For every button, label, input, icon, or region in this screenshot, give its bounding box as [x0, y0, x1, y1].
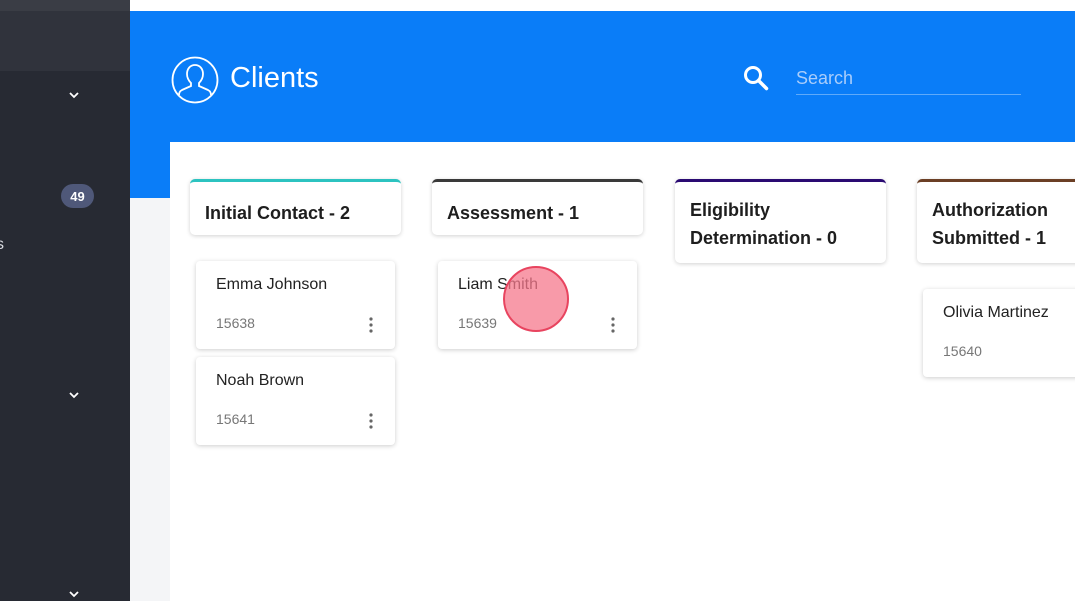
client-card[interactable]: Noah Brown 15641	[196, 357, 395, 445]
chevron-down-icon[interactable]	[68, 389, 80, 401]
client-name: Liam Smith	[458, 276, 539, 293]
sidebar-item-label[interactable]: s	[0, 236, 4, 253]
chevron-down-icon[interactable]	[68, 588, 80, 600]
column-header: Eligibility Determination - 0	[675, 179, 886, 263]
column-header: Initial Contact - 2	[190, 179, 401, 235]
client-card[interactable]: Liam Smith 15639	[438, 261, 637, 349]
client-name: Noah Brown	[216, 372, 305, 389]
count-badge: 49	[61, 184, 94, 208]
client-id: 15640	[943, 343, 982, 359]
user-circle-icon	[171, 56, 219, 104]
more-options-icon[interactable]	[611, 317, 615, 333]
client-name: Emma Johnson	[216, 276, 328, 293]
client-id: 15639	[458, 315, 497, 331]
client-id: 15638	[216, 315, 255, 331]
sidebar-brand-area	[0, 11, 130, 71]
sidebar-top-bar	[0, 0, 130, 11]
chevron-down-icon[interactable]	[68, 89, 80, 101]
more-options-icon[interactable]	[369, 413, 373, 429]
client-name: Olivia Martinez	[943, 304, 1049, 321]
more-options-icon[interactable]	[369, 317, 373, 333]
page-title: Clients	[230, 62, 319, 94]
column-header: Authorization Submitted - 1	[917, 179, 1075, 263]
sidebar: 49 s	[0, 0, 130, 601]
client-id: 15641	[216, 411, 255, 427]
search-icon[interactable]	[742, 64, 770, 92]
search-input[interactable]	[796, 62, 1021, 95]
column-header: Assessment - 1	[432, 179, 643, 235]
client-card[interactable]: Olivia Martinez 15640	[923, 289, 1075, 377]
top-bar	[130, 0, 1075, 11]
client-card[interactable]: Emma Johnson 15638	[196, 261, 395, 349]
